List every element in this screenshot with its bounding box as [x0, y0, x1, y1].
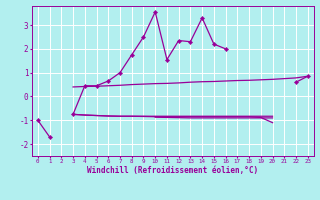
X-axis label: Windchill (Refroidissement éolien,°C): Windchill (Refroidissement éolien,°C) [87, 166, 258, 175]
